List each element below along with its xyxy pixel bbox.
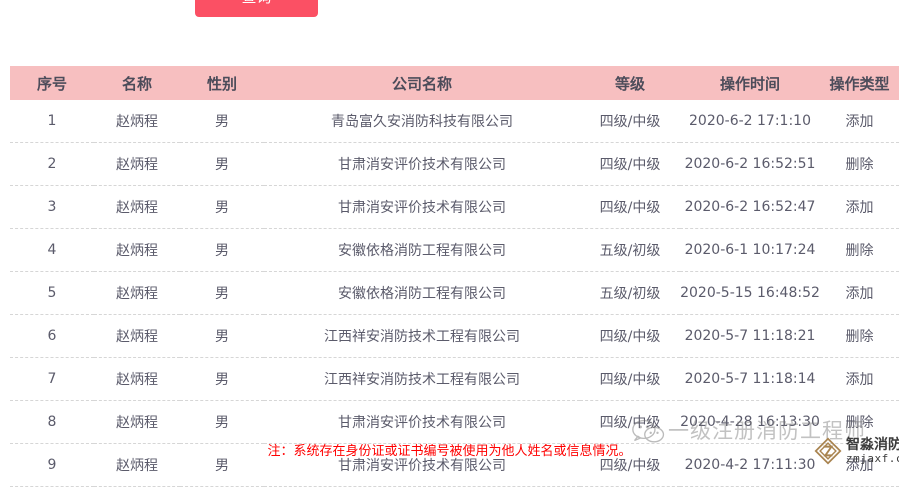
table-row: 7 赵炳程 男 江西祥安消防技术工程有限公司 四级/中级 2020-5-7 11… [10, 357, 899, 401]
cell-action: 添加 [820, 271, 899, 315]
cell-company: 甘肃消安评价技术有限公司 [264, 142, 580, 186]
cell-name: 赵炳程 [94, 100, 180, 143]
table-header-row: 序号 名称 性别 公司名称 等级 操作时间 操作类型 [10, 66, 899, 100]
cell-time: 2020-6-2 16:52:51 [680, 142, 820, 186]
cell-gender: 男 [180, 142, 264, 186]
cell-action: 添加 [820, 100, 899, 143]
cell-action: 删除 [820, 314, 899, 358]
cell-action: 删除 [820, 400, 899, 444]
cell-company: 甘肃消安评价技术有限公司 [264, 400, 580, 444]
records-table-container: 序号 名称 性别 公司名称 等级 操作时间 操作类型 1 赵炳程 男 青岛富久安… [10, 66, 899, 487]
cell-time: 2020-5-15 16:48:52 [680, 271, 820, 315]
cell-name: 赵炳程 [94, 142, 180, 186]
cell-gender: 男 [180, 228, 264, 272]
cell-company: 江西祥安消防技术工程有限公司 [264, 314, 580, 358]
cell-level: 四级/中级 [580, 314, 680, 358]
cell-time: 2020-4-28 16:13:30 [680, 400, 820, 444]
cell-level: 四级/中级 [580, 400, 680, 444]
table-body: 1 赵炳程 男 青岛富久安消防科技有限公司 四级/中级 2020-6-2 17:… [10, 100, 899, 487]
cell-gender: 男 [180, 400, 264, 444]
column-header-level: 等级 [580, 66, 680, 100]
cell-name: 赵炳程 [94, 228, 180, 272]
cell-company: 江西祥安消防技术工程有限公司 [264, 357, 580, 401]
page-root: 查询 序号 名称 性别 公司名称 等级 操作时间 操作类 [10, 0, 899, 487]
column-header-name: 名称 [94, 66, 180, 100]
cell-company: 青岛富久安消防科技有限公司 [264, 100, 580, 143]
cell-gender: 男 [180, 100, 264, 143]
cell-index: 1 [10, 100, 94, 143]
column-header-time: 操作时间 [680, 66, 820, 100]
cell-index: 7 [10, 357, 94, 401]
table-row: 6 赵炳程 男 江西祥安消防技术工程有限公司 四级/中级 2020-5-7 11… [10, 314, 899, 358]
table-row: 8 赵炳程 男 甘肃消安评价技术有限公司 四级/中级 2020-4-28 16:… [10, 400, 899, 444]
cell-index: 6 [10, 314, 94, 358]
table-header: 序号 名称 性别 公司名称 等级 操作时间 操作类型 [10, 66, 899, 100]
cell-index: 4 [10, 228, 94, 272]
cell-name: 赵炳程 [94, 271, 180, 315]
table-row: 3 赵炳程 男 甘肃消安评价技术有限公司 四级/中级 2020-6-2 16:5… [10, 185, 899, 229]
cell-action: 添加 [820, 357, 899, 401]
cell-level: 四级/中级 [580, 100, 680, 143]
cell-level: 四级/中级 [580, 185, 680, 229]
cell-time: 2020-6-1 10:17:24 [680, 228, 820, 272]
cell-company: 甘肃消安评价技术有限公司 [264, 185, 580, 229]
column-header-company: 公司名称 [264, 66, 580, 100]
cell-index: 2 [10, 142, 94, 186]
cell-gender: 男 [180, 357, 264, 401]
column-header-gender: 性别 [180, 66, 264, 100]
cell-time: 2020-6-2 17:1:10 [680, 100, 820, 143]
cell-gender: 男 [180, 314, 264, 358]
cell-level: 五级/初级 [580, 228, 680, 272]
cell-level: 四级/中级 [580, 142, 680, 186]
cell-company: 安徽依格消防工程有限公司 [264, 271, 580, 315]
cell-name: 赵炳程 [94, 400, 180, 444]
cell-name: 赵炳程 [94, 185, 180, 229]
cell-index: 5 [10, 271, 94, 315]
table-row: 2 赵炳程 男 甘肃消安评价技术有限公司 四级/中级 2020-6-2 16:5… [10, 142, 899, 186]
cell-time: 2020-5-7 11:18:21 [680, 314, 820, 358]
records-table: 序号 名称 性别 公司名称 等级 操作时间 操作类型 1 赵炳程 男 青岛富久安… [10, 66, 899, 487]
query-button[interactable]: 查询 [195, 0, 318, 17]
cell-gender: 男 [180, 271, 264, 315]
footer-note: 注：系统存在身份证或证书编号被使用为他人姓名或信息情况。 [267, 444, 632, 459]
cell-level: 五级/初级 [580, 271, 680, 315]
table-row: 4 赵炳程 男 安徽依格消防工程有限公司 五级/初级 2020-6-1 10:1… [10, 228, 899, 272]
cell-name: 赵炳程 [94, 357, 180, 401]
table-row: 5 赵炳程 男 安徽依格消防工程有限公司 五级/初级 2020-5-15 16:… [10, 271, 899, 315]
cell-time: 2020-6-2 16:52:47 [680, 185, 820, 229]
cell-action: 删除 [820, 228, 899, 272]
cell-index: 8 [10, 400, 94, 444]
cell-time: 2020-5-7 11:18:14 [680, 357, 820, 401]
cell-index: 3 [10, 185, 94, 229]
cell-name: 赵炳程 [94, 314, 180, 358]
cell-action: 删除 [820, 142, 899, 186]
column-header-action: 操作类型 [820, 66, 899, 100]
column-header-index: 序号 [10, 66, 94, 100]
cell-action: 添加 [820, 185, 899, 229]
cell-gender: 男 [180, 185, 264, 229]
table-row: 1 赵炳程 男 青岛富久安消防科技有限公司 四级/中级 2020-6-2 17:… [10, 100, 899, 143]
cell-company: 安徽依格消防工程有限公司 [264, 228, 580, 272]
cell-level: 四级/中级 [580, 357, 680, 401]
